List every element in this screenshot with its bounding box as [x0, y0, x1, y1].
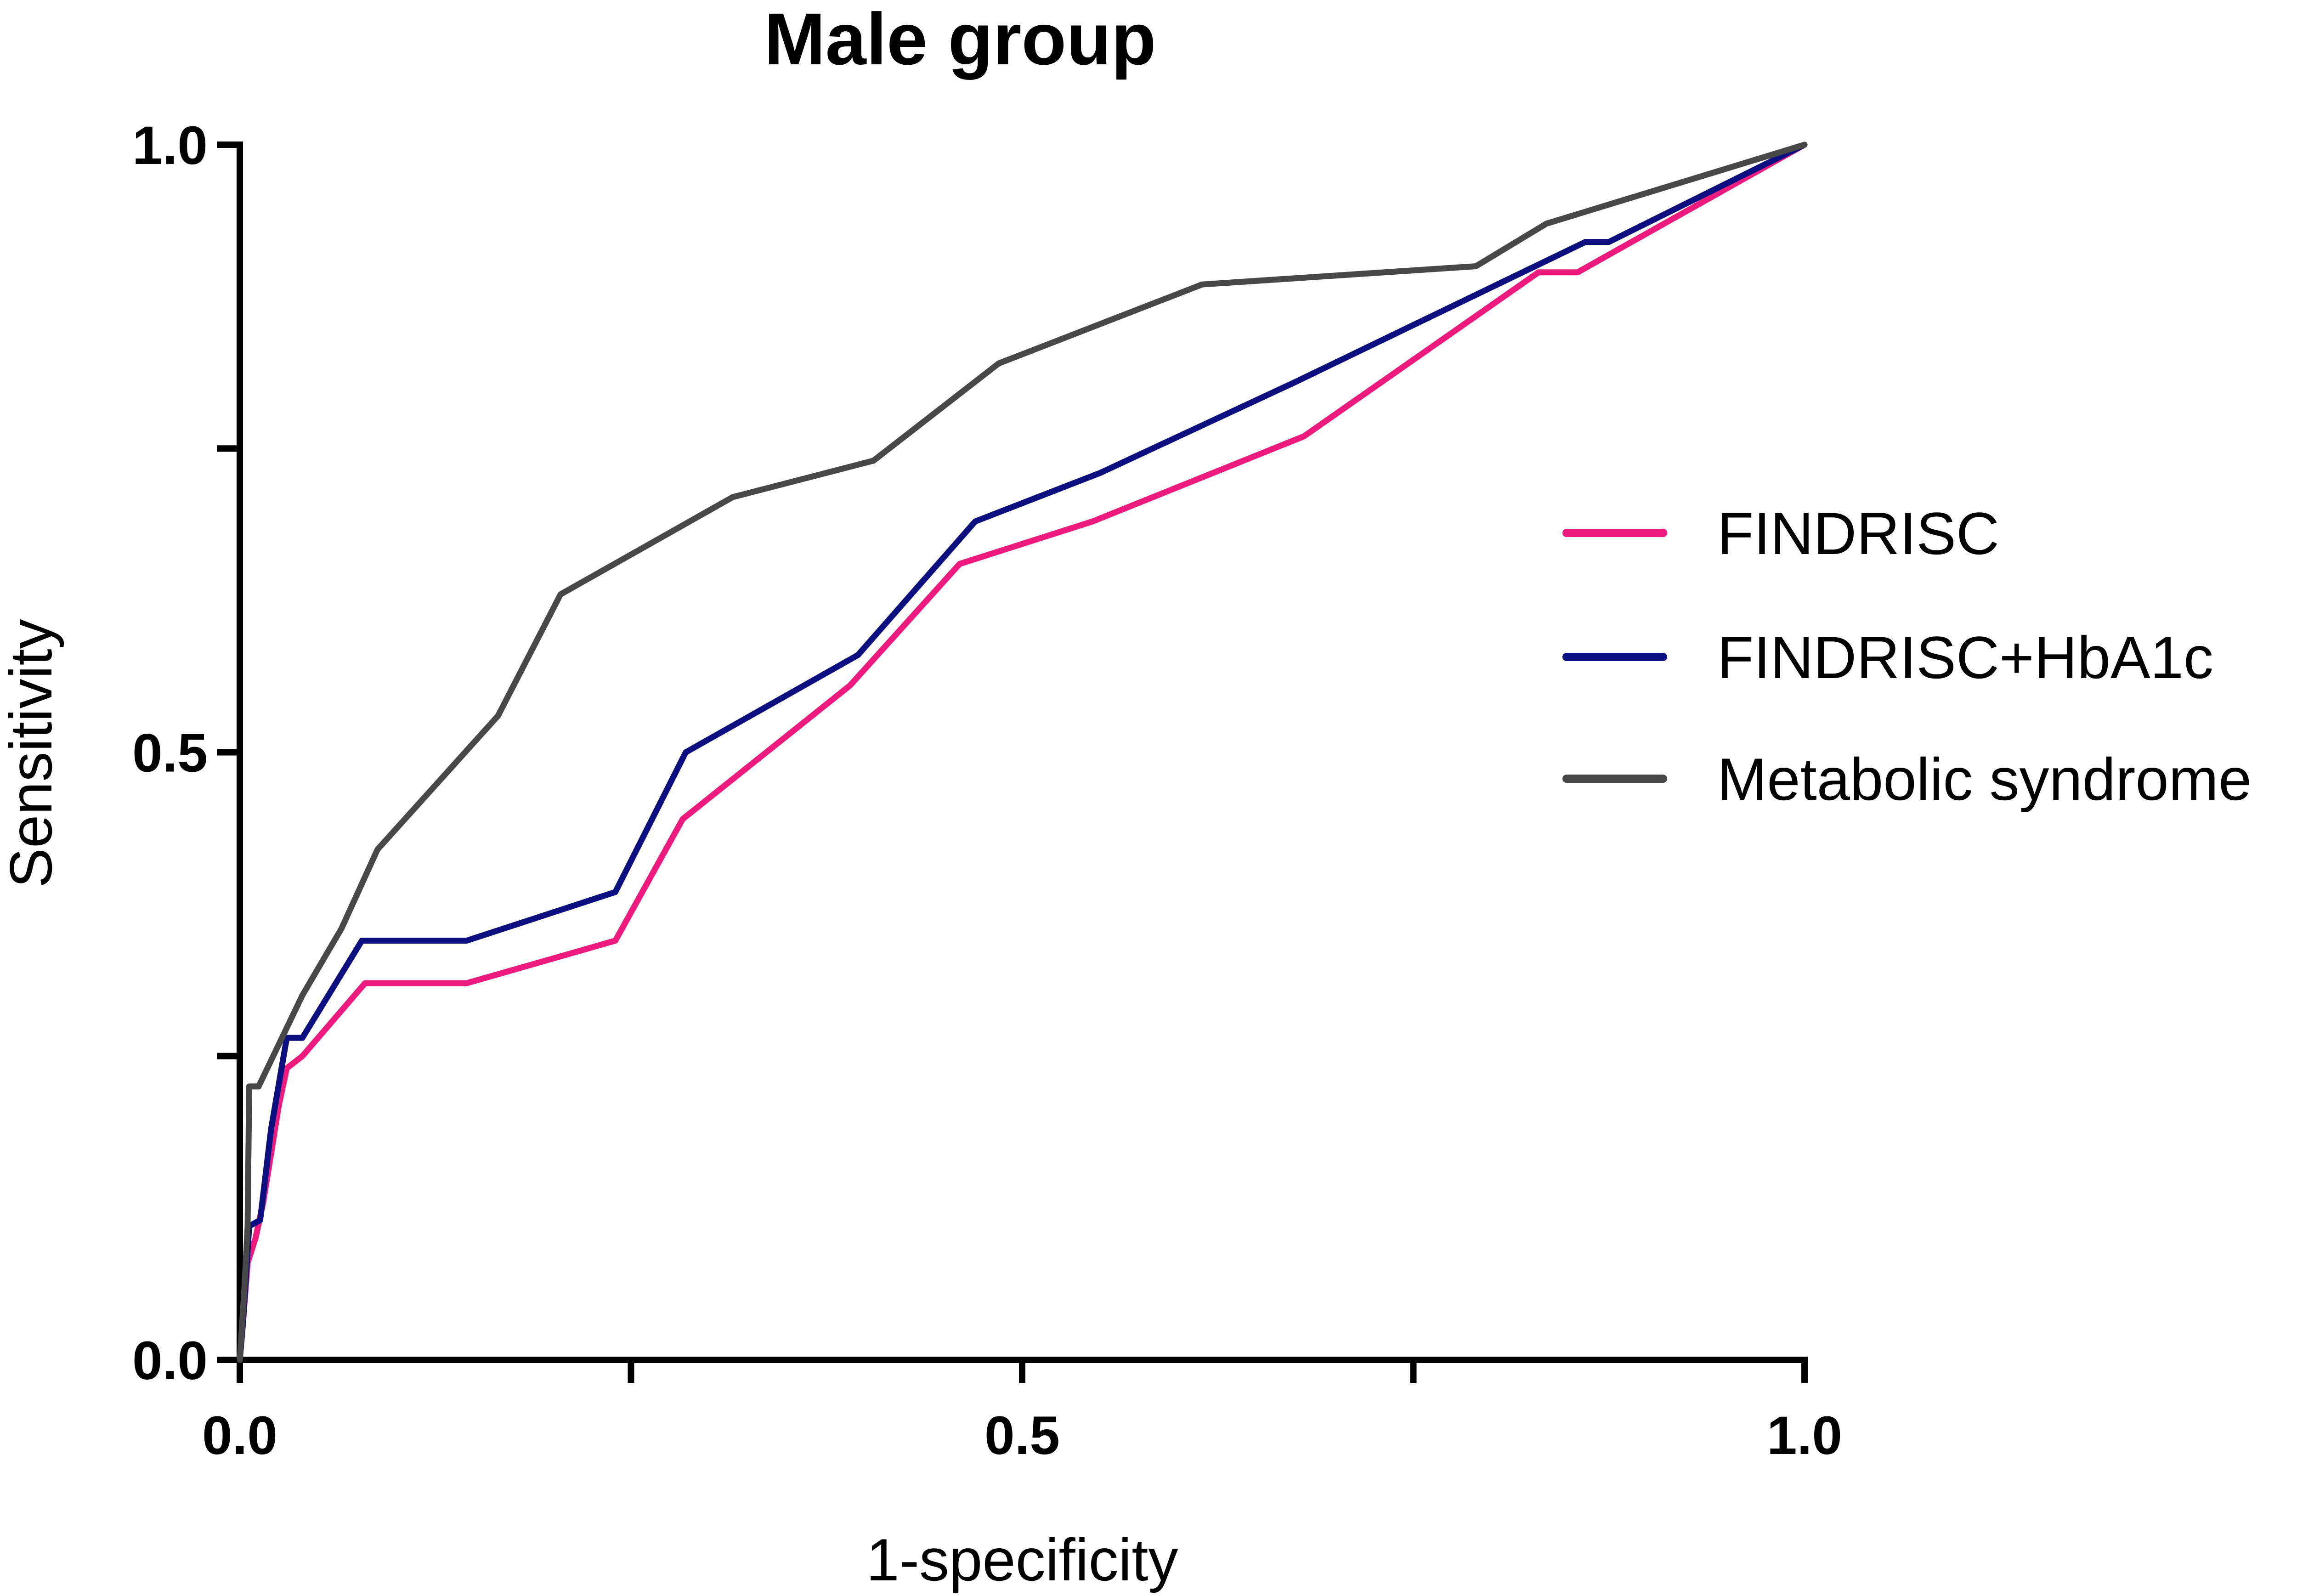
- y-ticks: 0.0 0.5 1.0: [132, 115, 240, 1391]
- x-axis-title: 1-specificity: [866, 1526, 1178, 1593]
- x-tick-label: 0.0: [202, 1405, 277, 1466]
- legend: FINDRISC FINDRISC+HbA1c Metabolic syndrome: [1562, 500, 2252, 813]
- x-tick-label: 1.0: [1767, 1405, 1842, 1466]
- legend-label-2: FINDRISC+HbA1c: [1717, 624, 2213, 691]
- series-line-1: [237, 141, 1808, 1363]
- legend-label-3: Metabolic syndrome: [1717, 746, 2252, 813]
- legend-label-1: FINDRISC: [1717, 500, 1999, 567]
- y-tick-label: 0.5: [132, 723, 208, 784]
- x-ticks: 0.0 0.5 1.0: [202, 1360, 1842, 1466]
- series-group: [237, 141, 1808, 1363]
- axes: [237, 141, 1808, 1363]
- y-axis-title: Sensitivity: [0, 619, 64, 888]
- series-line-3: [237, 141, 1808, 1363]
- series-line-2: [237, 141, 1808, 1363]
- y-tick-label: 1.0: [132, 115, 208, 176]
- x-tick-label: 0.5: [984, 1405, 1060, 1466]
- y-tick-label: 0.0: [132, 1330, 208, 1391]
- chart-title: Male group: [764, 0, 1156, 80]
